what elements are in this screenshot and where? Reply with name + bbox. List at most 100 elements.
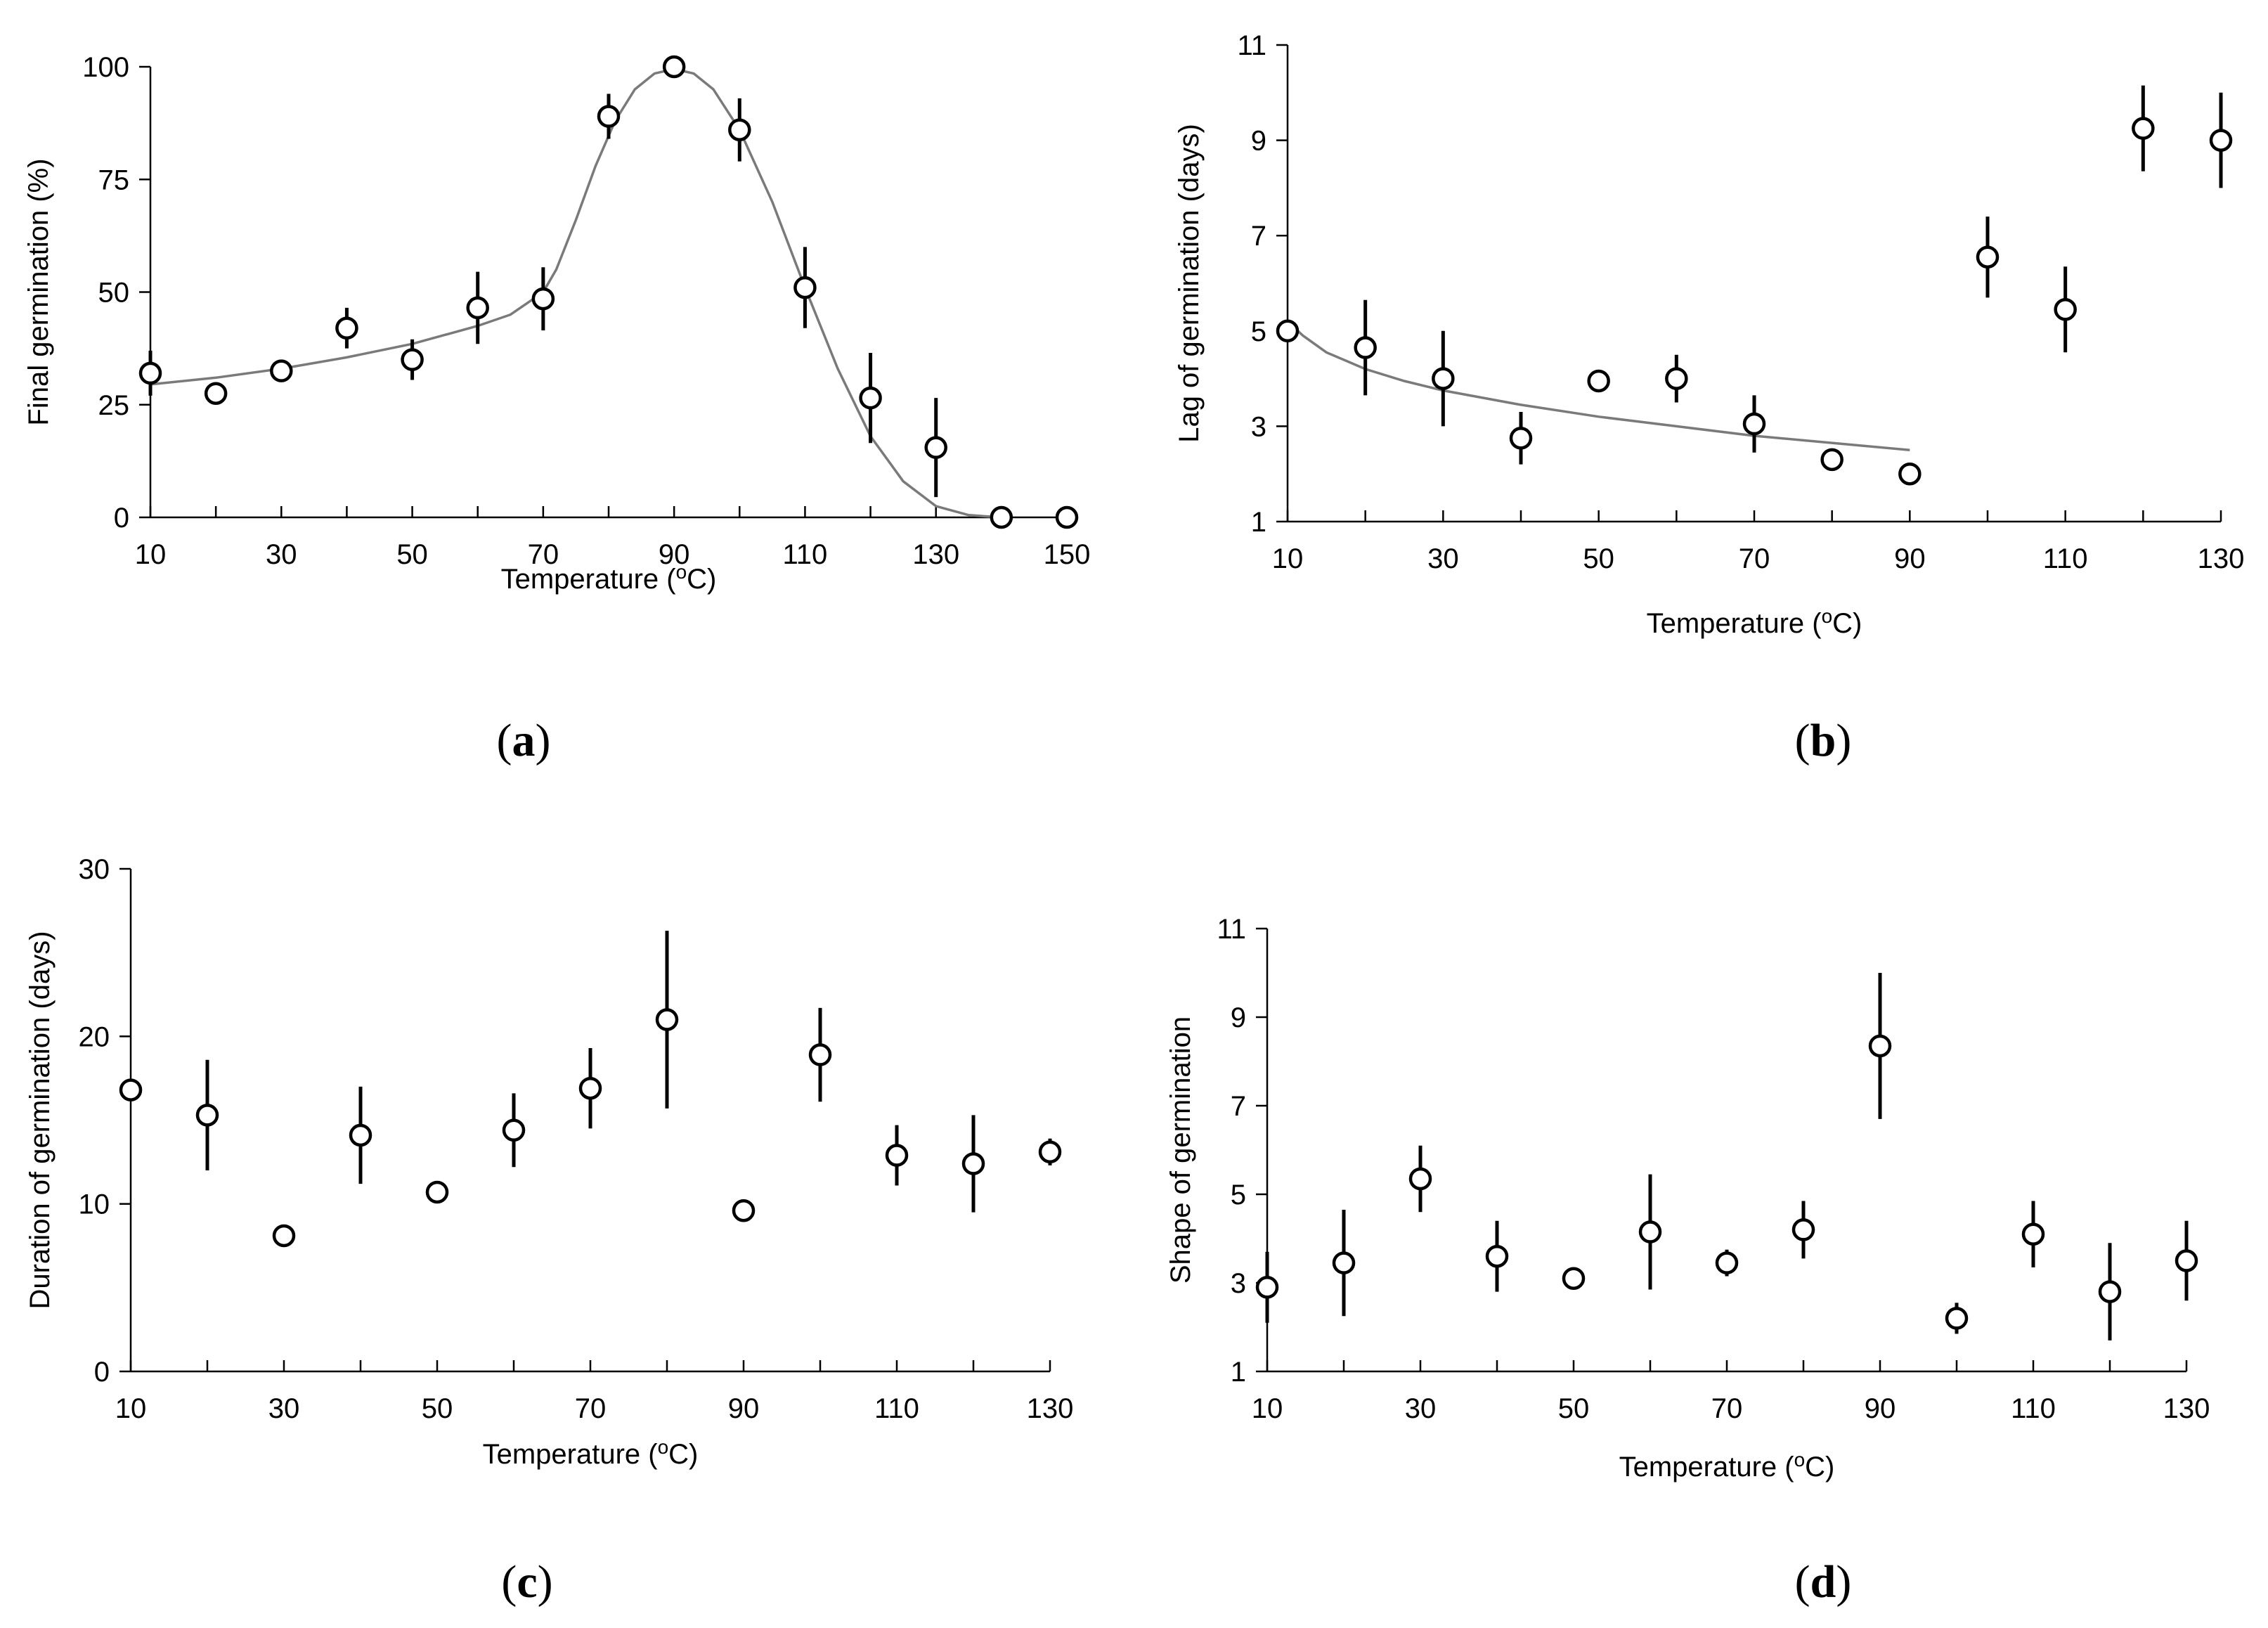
- data-point: [1820, 448, 1843, 472]
- y-tick-label: 9: [1231, 1002, 1246, 1033]
- data-point: [335, 316, 358, 340]
- data-point: [655, 1008, 679, 1031]
- data-point: [138, 361, 162, 385]
- y-tick-label: 7: [1251, 221, 1266, 252]
- panel-label: (d): [1795, 1556, 1852, 1608]
- x-tick-label: 90: [1894, 543, 1926, 574]
- data-point: [425, 1180, 449, 1204]
- data-point: [531, 287, 555, 311]
- data-point: [1432, 367, 1455, 390]
- x-tick-label: 110: [783, 539, 828, 570]
- y-tick-label: 0: [114, 503, 129, 534]
- y-tick-label: 10: [79, 1189, 110, 1220]
- x-tick-label: 30: [1405, 1393, 1437, 1424]
- data-point: [1587, 369, 1610, 393]
- x-tick-label: 110: [2043, 543, 2088, 574]
- data-point: [1562, 1267, 1586, 1290]
- data-point: [2175, 1249, 2198, 1272]
- data-point: [1638, 1220, 1662, 1243]
- data-point: [808, 1043, 832, 1066]
- data-point: [1665, 367, 1688, 390]
- data-point: [578, 1076, 602, 1100]
- data-point: [2098, 1280, 2122, 1303]
- data-point: [924, 436, 947, 459]
- x-tick-label: 70: [1711, 1393, 1743, 1424]
- data-point: [1868, 1034, 1892, 1058]
- data-point: [1945, 1307, 1969, 1330]
- y-tick-label: 7: [1231, 1091, 1246, 1122]
- fit-curve: [150, 67, 1002, 519]
- data-point: [1332, 1251, 1356, 1274]
- data-point: [1715, 1251, 1739, 1274]
- x-tick-label: 10: [115, 1393, 147, 1424]
- data-point: [732, 1199, 756, 1222]
- y-tick-label: 5: [1231, 1180, 1246, 1210]
- x-tick-label: 90: [659, 539, 690, 570]
- panel-label: (b): [1795, 715, 1852, 766]
- data-point: [1791, 1218, 1815, 1241]
- x-tick-label: 130: [1027, 1393, 1074, 1424]
- x-axis-title: Temperature (oC): [483, 1436, 699, 1470]
- data-point: [195, 1104, 219, 1127]
- x-tick-label: 130: [912, 539, 959, 570]
- panel-b: 10 30 50 70 90 110 130 1 3 5 7 9 11 Temperature (oC) L…: [1174, 30, 2244, 766]
- panel-a: 10 30 50 70 90 110 130 150 0 25 50 75 100 Temperature…: [23, 52, 1090, 766]
- panel-d: 10 30 50 70 90 110 130 1 3 5 7 9 11 Temperature (oC) S…: [1165, 914, 2210, 1608]
- y-tick-label: 9: [1251, 126, 1266, 157]
- x-tick-label: 110: [2011, 1393, 2056, 1424]
- data-point: [502, 1118, 526, 1142]
- x-tick-label: 90: [1865, 1393, 1896, 1424]
- data-point: [1408, 1167, 1432, 1191]
- x-tick-label: 90: [728, 1393, 760, 1424]
- x-axis-title: Temperature (oC): [1647, 605, 1862, 639]
- data-point: [859, 386, 882, 410]
- x-tick-label: 30: [1427, 543, 1459, 574]
- y-tick-label: 1: [1251, 507, 1266, 538]
- y-tick-label: 1: [1231, 1357, 1246, 1388]
- y-axis-title: Lag of germination (days): [1174, 124, 1205, 443]
- data-point: [119, 1078, 143, 1102]
- data-point: [961, 1152, 985, 1175]
- x-tick-label: 70: [1739, 543, 1770, 574]
- panel-label: (c): [501, 1556, 552, 1608]
- data-point: [597, 105, 621, 128]
- y-tick-label: 75: [98, 164, 130, 195]
- y-tick-label: 0: [94, 1357, 110, 1388]
- data-point: [270, 359, 293, 382]
- y-tick-label: 3: [1251, 411, 1266, 442]
- data-point: [204, 382, 228, 405]
- data-point: [2132, 117, 2155, 140]
- y-axis-title: Shape of germination: [1165, 1016, 1196, 1284]
- x-tick-label: 130: [2163, 1393, 2210, 1424]
- x-tick-label: 110: [874, 1393, 919, 1424]
- data-point: [728, 118, 751, 141]
- y-tick-label: 5: [1251, 316, 1266, 347]
- data-point: [1276, 319, 1300, 343]
- panel-label: (a): [497, 715, 551, 766]
- y-tick-label: 20: [79, 1021, 110, 1052]
- data-point: [1485, 1244, 1509, 1268]
- y-axis-title: Final germination (%): [23, 158, 54, 425]
- data-point: [662, 55, 686, 79]
- y-axis-title: Duration of germination (days): [25, 931, 56, 1309]
- y-tick-label: 30: [79, 854, 110, 885]
- y-tick-label: 11: [1217, 914, 1246, 945]
- data-point: [793, 276, 817, 299]
- data-point: [2209, 129, 2233, 152]
- data-point: [1038, 1140, 1062, 1164]
- x-tick-label: 30: [268, 1393, 300, 1424]
- data-point: [401, 348, 424, 371]
- data-point: [2021, 1222, 2045, 1246]
- y-tick-label: 100: [82, 52, 129, 83]
- data-point: [466, 296, 489, 320]
- x-tick-label: 50: [1583, 543, 1614, 574]
- x-axis-title: Temperature (oC): [1619, 1449, 1835, 1482]
- data-point: [272, 1224, 296, 1248]
- data-point: [1976, 245, 2000, 269]
- x-tick-label: 30: [266, 539, 297, 570]
- x-tick-label: 150: [1044, 539, 1091, 570]
- data-point: [1354, 336, 1377, 359]
- fit-curve: [1286, 320, 1910, 452]
